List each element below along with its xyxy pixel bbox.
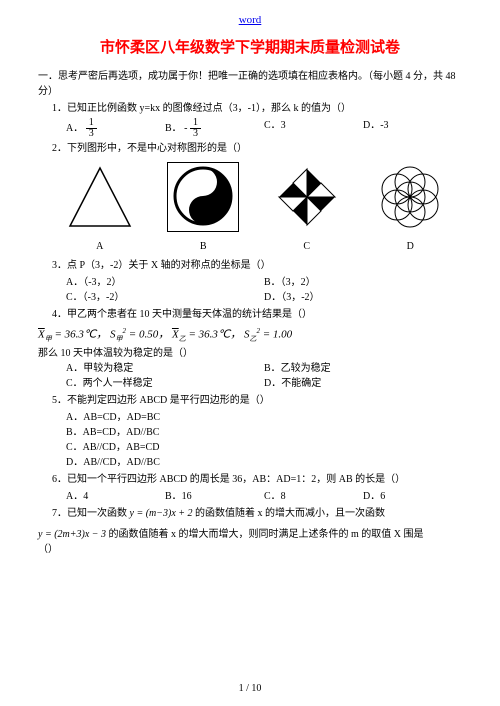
q1-opt-c: C．3 — [264, 118, 363, 139]
flower-circles-icon — [372, 162, 448, 232]
q5-options: A．AB=CD，AD=BC B．AB=CD，AD//BC C．AB//CD，AB… — [66, 410, 462, 470]
q6-c: C．8 — [264, 489, 363, 504]
q4-d: D．不能确定 — [264, 376, 462, 391]
label-c: C — [267, 239, 347, 254]
q7-line1: 7．已知一次函数 y = (m−3)x + 2 的函数值随着 x 的增大而减小，… — [52, 506, 462, 521]
q7-mid1: 的函数值随着 x 的增大而减小，且一次函数 — [195, 508, 385, 519]
sub: 甲 — [45, 335, 52, 343]
frac-den: 3 — [190, 129, 201, 139]
q5-d: D．AB//CD，AD//BC — [66, 455, 462, 470]
word-link[interactable]: word — [239, 14, 262, 26]
label-d: D — [370, 239, 450, 254]
q6-a: A．4 — [66, 489, 165, 504]
page-footer: 1 / 10 — [0, 681, 500, 696]
q7-line2: y = (2m+3)x − 3 的函数值随着 x 的增大而增大，则同时满足上述条… — [38, 527, 462, 542]
sq: 2 — [256, 327, 260, 335]
q6-d: D．6 — [363, 489, 462, 504]
q5-a: A．AB=CD，AD=BC — [66, 410, 462, 425]
q5-b: B．AB=CD，AD//BC — [66, 425, 462, 440]
q6-text: 6．已知一个平行四边形 ABCD 的周长是 36，AB：AD=1：2，则 AB … — [52, 472, 462, 487]
f-b: = 0.50， — [129, 329, 169, 341]
triangle-icon — [64, 162, 136, 232]
sub: 甲 — [116, 335, 123, 343]
shape-labels: A B C D — [48, 239, 462, 254]
q4-a: A．甲较为稳定 — [66, 361, 264, 376]
eq1: y = (m−3)x + 2 — [130, 508, 193, 519]
q1-opt-a: A． 1 3 — [66, 118, 165, 139]
page: word 市怀柔区八年级数学下学期期末质量检测试卷 一．思考严密后再选项，成功属… — [0, 0, 500, 706]
q5-text: 5．不能判定四边形 ABCD 是平行四边形的是（） — [52, 393, 462, 408]
section-intro: 一．思考严密后再选项，成功属于你！把唯一正确的选项填在相应表格内。（每小题 4 … — [38, 69, 462, 99]
frac-den: 3 — [86, 129, 97, 139]
shape-a-cell — [60, 162, 140, 237]
shape-b-cell — [163, 162, 243, 237]
q1-opt-b: B． - 1 3 — [165, 118, 264, 139]
q4-text: 4．甲乙两个患者在 10 天中测量每天体温的统计结果是（） — [52, 307, 462, 322]
q1-b-label: B． — [165, 123, 182, 134]
q3-a: A．（-3，2） — [66, 275, 264, 290]
q3-options: A．（-3，2） B．（3，2） C．（-3，-2） D．（3，-2） — [66, 275, 462, 305]
label-b: B — [163, 239, 243, 254]
q3-text: 3．点 P（3，-2）关于 X 轴的对称点的坐标是（） — [52, 258, 462, 273]
q2-text: 2．下列图形中，不是中心对称图形的是（） — [52, 141, 462, 156]
shape-d-cell — [370, 162, 450, 237]
pinwheel-icon — [271, 162, 343, 232]
header-link-row: word — [38, 12, 462, 29]
f-c: = 36.3℃， — [188, 329, 241, 341]
fraction: 1 3 — [190, 118, 201, 139]
f-d: = 1.00 — [263, 329, 292, 341]
xbar: X — [172, 329, 179, 341]
f-a: = 36.3℃， — [54, 329, 107, 341]
page-title: 市怀柔区八年级数学下学期期末质量检测试卷 — [38, 37, 462, 60]
q7-pre: 7．已知一次函数 — [52, 508, 130, 519]
sub: 乙 — [249, 335, 256, 343]
shape-c-cell — [267, 162, 347, 237]
q7-mid2: 的函数值随着 x 的增大而增大，则同时满足上述条件的 m 的取值 X 围是 — [109, 529, 424, 540]
sub: 乙 — [179, 335, 186, 343]
q3-b: B．（3，2） — [264, 275, 462, 290]
q4-options: A．甲较为稳定 B．乙较为稳定 C．两个人一样稳定 D．不能确定 — [66, 361, 462, 391]
q1-options: A． 1 3 B． - 1 3 C．3 D．-3 — [66, 118, 462, 139]
label-a: A — [60, 239, 140, 254]
q1-a-label: A． — [66, 123, 83, 134]
q4-follow: 那么 10 天中体温较为稳定的是（） — [38, 346, 462, 361]
q6-options: A．4 B．16 C．8 D．6 — [66, 489, 462, 504]
eq2: y = (2m+3)x − 3 — [38, 529, 106, 540]
q5-c: C．AB//CD，AB=CD — [66, 440, 462, 455]
q1-opt-d: D．-3 — [363, 118, 462, 139]
q4-b: B．乙较为稳定 — [264, 361, 462, 376]
fraction: 1 3 — [86, 118, 97, 139]
q3-c: C．（-3，-2） — [66, 290, 264, 305]
q1-text: 1．已知正比例函数 y=kx 的图像经过点（3，-1），那么 k 的值为（） — [52, 101, 462, 116]
q1-b-sign: - — [184, 123, 187, 134]
sq: 2 — [123, 327, 127, 335]
q3-d: D．（3，-2） — [264, 290, 462, 305]
q4-c: C．两个人一样稳定 — [66, 376, 264, 391]
xbar: X — [38, 329, 45, 341]
q6-b: B．16 — [165, 489, 264, 504]
q7-paren: （） — [38, 542, 462, 557]
shapes-row — [48, 162, 462, 237]
q4-formula: X甲 = 36.3℃， S甲2 = 0.50， X乙 = 36.3℃， S乙2 … — [38, 326, 462, 344]
yin-yang-icon — [167, 162, 239, 232]
